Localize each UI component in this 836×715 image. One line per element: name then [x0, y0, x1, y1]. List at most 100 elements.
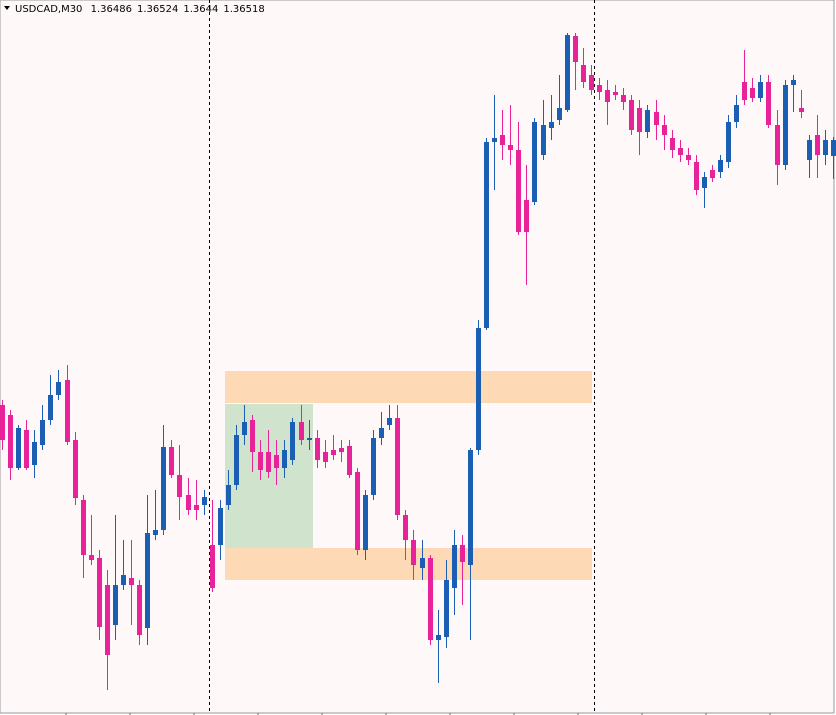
candles	[0, 33, 836, 690]
support-zone	[225, 548, 592, 580]
candle-body	[637, 108, 642, 132]
candle-body	[557, 108, 562, 120]
candle-body	[161, 447, 166, 530]
candle-body	[565, 35, 570, 110]
candle-body	[403, 515, 408, 540]
candle-body	[129, 578, 134, 585]
candle-body	[202, 497, 207, 505]
candle-body	[783, 85, 788, 165]
candle-body	[379, 428, 384, 438]
candle-body	[742, 82, 747, 100]
candle-body	[282, 450, 287, 468]
candle-body	[73, 440, 78, 498]
candle-body	[524, 200, 529, 232]
candle-body	[823, 140, 828, 155]
candle-body	[686, 155, 691, 160]
candle-body	[32, 442, 37, 465]
header-low: 1.3644	[183, 4, 218, 15]
candle-body	[799, 108, 804, 112]
candle-body	[274, 455, 279, 468]
candle-body	[169, 447, 174, 475]
candle-body	[532, 122, 537, 202]
candle-body	[16, 428, 21, 468]
candle-body	[153, 530, 158, 535]
candle-body	[452, 545, 457, 588]
candle-body	[250, 420, 255, 452]
candle-body	[492, 138, 497, 142]
candle-body	[702, 177, 707, 188]
candle-body	[541, 125, 546, 155]
candle-body	[355, 472, 360, 550]
candle-body	[347, 446, 352, 475]
candle-body	[48, 395, 53, 420]
candle-body	[807, 140, 812, 160]
candle-body	[460, 545, 465, 562]
candle-body	[775, 125, 780, 165]
header-close: 1.36518	[223, 4, 264, 15]
candle-body	[258, 452, 263, 470]
candle-body	[629, 100, 634, 130]
candle-body	[234, 435, 239, 485]
candle-body	[476, 328, 481, 450]
candle-body	[411, 540, 416, 565]
candle-body	[710, 170, 715, 178]
candle-body	[323, 452, 328, 462]
candle-body	[339, 448, 344, 452]
header-open: 1.36486	[91, 4, 132, 15]
candle-body	[581, 65, 586, 82]
candle-body	[549, 122, 554, 128]
candle-body	[65, 380, 70, 442]
zones	[225, 371, 592, 580]
candle-body	[290, 422, 295, 460]
candle-body	[678, 148, 683, 155]
resistance-zone	[225, 371, 592, 403]
header-high: 1.36524	[137, 4, 178, 15]
candle-body	[484, 142, 489, 328]
candle-body	[500, 135, 505, 145]
chart-header: USDCAD,M30 1.36486 1.36524 1.3644 1.36518	[15, 4, 265, 15]
candle-body	[734, 105, 739, 122]
candle-body	[750, 88, 755, 98]
candle-body	[766, 82, 771, 125]
candle-body	[436, 635, 441, 640]
candle-body	[0, 405, 5, 440]
candle-body	[589, 75, 594, 90]
candle-body	[670, 138, 675, 150]
candle-body	[97, 558, 102, 627]
candle-body	[363, 495, 368, 550]
candle-body	[40, 420, 45, 445]
candle-body	[331, 450, 336, 455]
candle-body	[218, 508, 223, 545]
candle-body	[516, 150, 521, 232]
menu-arrow[interactable]	[4, 6, 10, 10]
candle-body	[621, 95, 626, 102]
candle-body	[395, 418, 400, 515]
candle-body	[299, 422, 304, 440]
candle-body	[210, 545, 215, 588]
candle-body	[508, 145, 513, 150]
candle-body	[194, 505, 199, 510]
symbol: USDCAD,M30	[15, 4, 82, 15]
candle-body	[177, 475, 182, 497]
candle-body	[605, 90, 610, 102]
candle-body	[468, 450, 473, 565]
candle-body	[694, 162, 699, 190]
candle-body	[105, 585, 110, 655]
candle-body	[645, 110, 650, 132]
candle-body	[24, 430, 29, 468]
candle-body	[89, 555, 94, 560]
candle-body	[791, 80, 796, 85]
candle-body	[113, 585, 118, 625]
candle-body	[662, 125, 667, 135]
candle-body	[718, 160, 723, 172]
candle-body	[242, 422, 247, 435]
candle-body	[8, 415, 13, 468]
candle-body	[758, 82, 763, 98]
candle-body	[315, 438, 320, 460]
candle-body	[371, 438, 376, 495]
candle-body	[726, 122, 731, 162]
candle-body	[137, 585, 142, 635]
candle-body	[387, 418, 392, 425]
candle-body	[428, 558, 433, 640]
